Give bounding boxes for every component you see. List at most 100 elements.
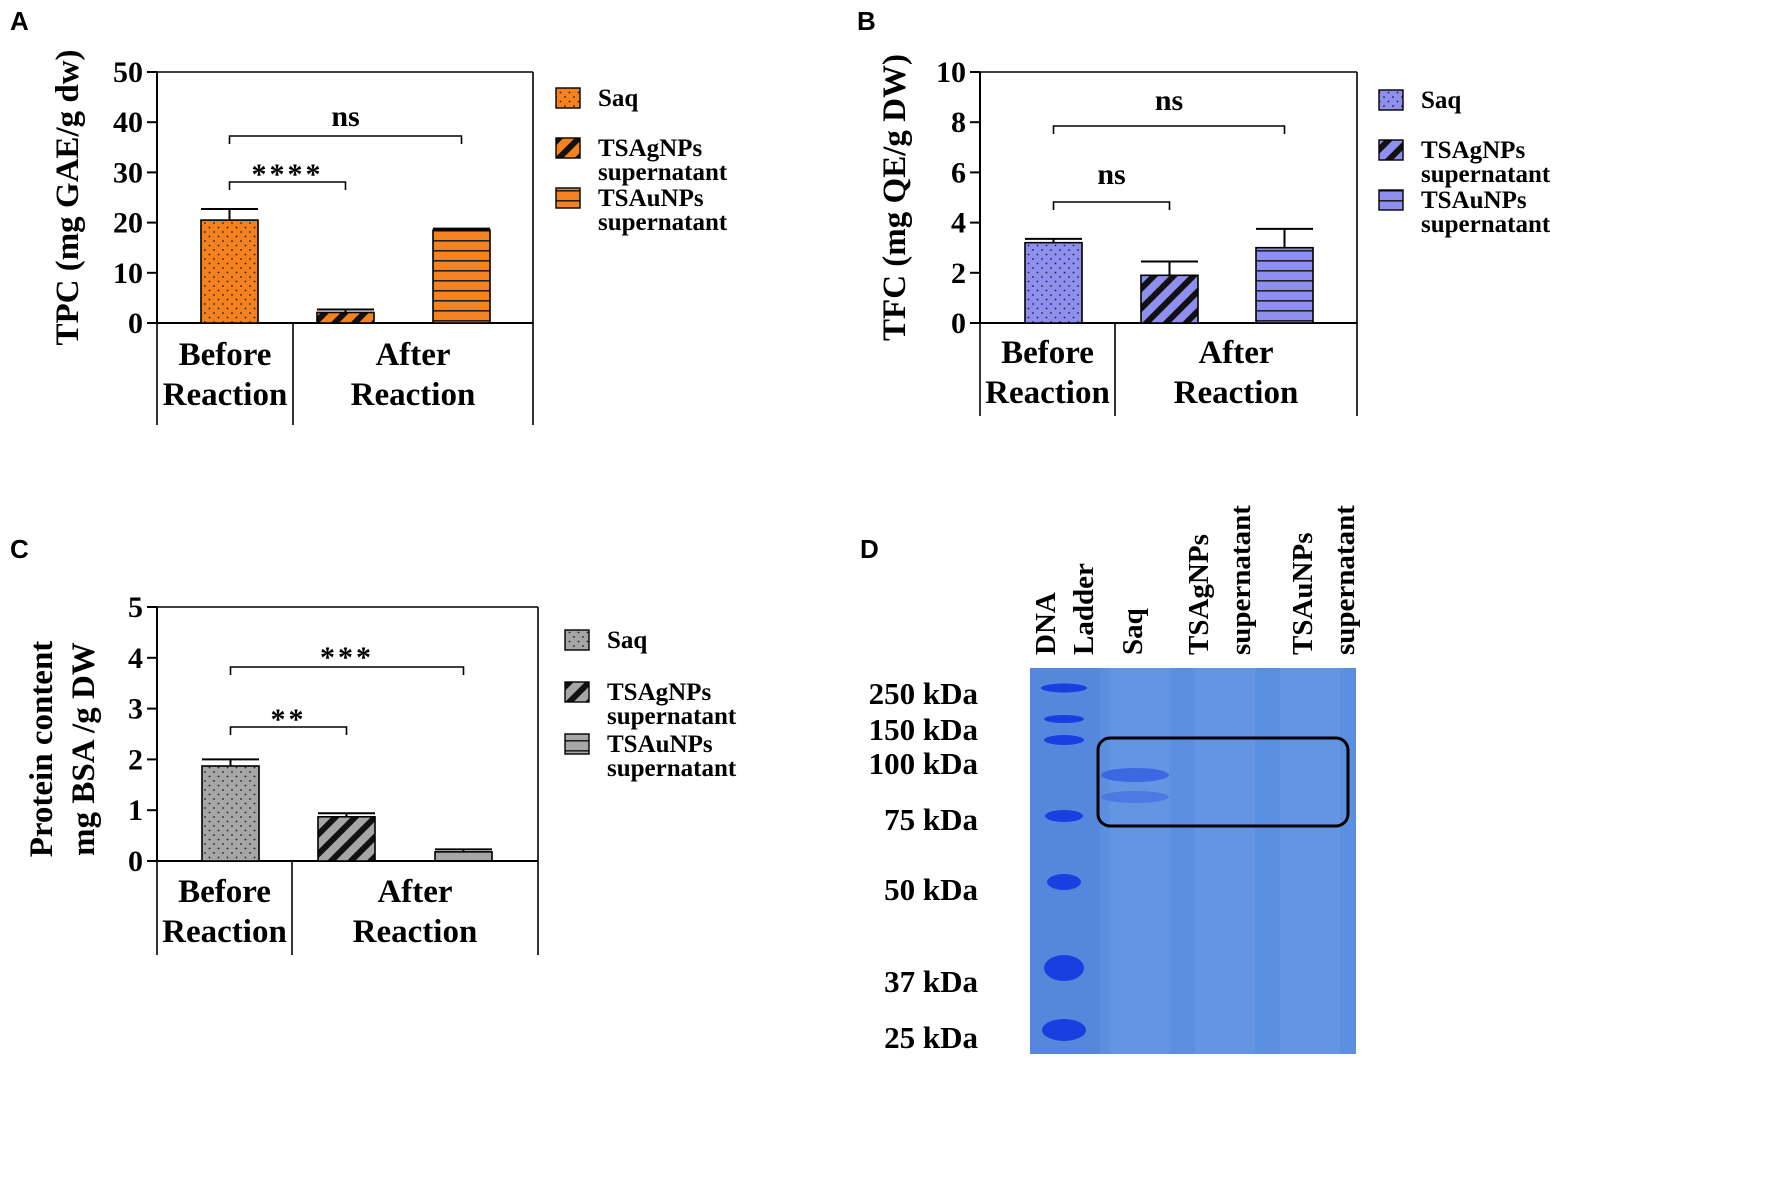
y-tick-label: 4 — [951, 207, 966, 240]
legend-label-line1: Saq — [607, 627, 647, 654]
significance-bracket — [1052, 201, 1171, 210]
legend-label-line1: Saq — [598, 85, 638, 112]
y-tick-label: 10 — [113, 257, 143, 290]
panel-label: C — [10, 534, 29, 564]
panel-label: D — [860, 534, 879, 564]
y-tick-label: 0 — [128, 307, 143, 340]
legend-swatch — [564, 733, 590, 755]
panel-label: B — [857, 6, 876, 36]
legend-swatch — [555, 137, 581, 159]
ladder-band — [1044, 955, 1084, 981]
marker-label: 37 kDa — [884, 964, 978, 999]
group-label-line2: Reaction — [1174, 375, 1299, 411]
gel-lane-shade — [1195, 668, 1255, 1054]
significance-label: ns — [1097, 158, 1125, 191]
sample-band — [1101, 768, 1169, 782]
group-label-line2: Reaction — [985, 375, 1110, 411]
legend-label-line2: supernatant — [1421, 211, 1551, 238]
y-axis-label-line1: Protein content — [24, 641, 60, 858]
y-tick-label: 0 — [128, 845, 143, 878]
gel-ladder-lane — [1030, 668, 1100, 1054]
ladder-band — [1044, 715, 1084, 723]
marker-label: 100 kDa — [869, 746, 979, 781]
legend-label-line1: TSAuNPs — [607, 731, 713, 758]
bar — [201, 765, 260, 862]
ladder-band — [1047, 874, 1081, 890]
legend-label-line1: TSAuNPs — [598, 185, 704, 212]
legend-label-line2: supernatant — [607, 755, 737, 782]
y-tick-label: 40 — [113, 106, 143, 139]
significance-label: ns — [331, 100, 359, 133]
lane-label-line2: supernatant — [1329, 505, 1361, 655]
y-tick-label: 50 — [113, 56, 143, 89]
legend-swatch — [564, 681, 590, 703]
legend-label-line1: TSAuNPs — [1421, 187, 1527, 214]
y-tick-label: 30 — [113, 156, 143, 189]
bar — [1024, 241, 1083, 324]
y-tick-label: 0 — [951, 307, 966, 340]
group-label-line1: Before — [179, 337, 272, 373]
legend-label-line1: TSAgNPs — [607, 679, 711, 706]
legend-swatch — [1378, 89, 1404, 111]
y-tick-label: 1 — [128, 794, 143, 827]
group-label-line2: Reaction — [353, 914, 478, 950]
highlight-box — [1096, 736, 1350, 828]
group-label-line1: After — [377, 874, 452, 910]
legend-label-line2: supernatant — [598, 159, 728, 186]
marker-label: 250 kDa — [869, 676, 979, 711]
legend-label-line2: supernatant — [607, 703, 737, 730]
y-tick-label: 8 — [951, 106, 966, 139]
y-tick-label: 5 — [128, 591, 143, 624]
legend-label-line1: TSAgNPs — [1421, 137, 1525, 164]
group-label-line1: Before — [1001, 335, 1094, 371]
legend-label-line1: Saq — [1421, 87, 1461, 114]
y-tick-label: 2 — [128, 743, 143, 776]
y-tick-label: 4 — [128, 642, 143, 675]
bar — [200, 219, 259, 324]
significance-label: **** — [252, 158, 324, 191]
panel-c-chart: C 0 1 2 3 4 5 Protein content mg BSA /g DW Before… — [10, 534, 737, 955]
bar — [316, 311, 375, 324]
y-tick-label: 6 — [951, 156, 966, 189]
significance-bracket — [229, 666, 465, 675]
significance-label: ns — [1155, 84, 1183, 117]
lane-label-line1: DNA — [1030, 592, 1062, 655]
marker-label: 25 kDa — [884, 1020, 978, 1055]
group-label-line2: Reaction — [351, 377, 476, 413]
panel-b-chart: B 0 2 4 6 8 10 TFC (mg QE/g DW) Before Reaction Af… — [857, 6, 1551, 416]
group-label-line1: After — [1198, 335, 1273, 371]
legend-swatch — [555, 187, 581, 209]
bar — [432, 229, 491, 324]
y-tick-label: 10 — [936, 56, 966, 89]
significance-bracket — [228, 135, 463, 144]
legend-swatch — [564, 629, 590, 651]
y-axis-label: TFC (mg QE/g DW) — [877, 54, 913, 341]
y-axis-label-line2: mg BSA /g DW — [66, 642, 102, 856]
y-tick-label: 20 — [113, 207, 143, 240]
lane-label-line2: supernatant — [1225, 505, 1257, 655]
bar — [434, 851, 493, 862]
y-tick-label: 2 — [951, 257, 966, 290]
y-tick-label: 3 — [128, 693, 143, 726]
group-label-line2: Reaction — [163, 377, 288, 413]
legend-label-line2: supernatant — [1421, 161, 1551, 188]
ladder-band — [1041, 683, 1087, 693]
lane-label-line2: Ladder — [1068, 563, 1100, 655]
ladder-band — [1044, 735, 1084, 745]
significance-bracket — [229, 726, 348, 735]
significance-bracket — [1052, 125, 1286, 134]
significance-label: ** — [271, 703, 307, 736]
marker-label: 75 kDa — [884, 802, 978, 837]
gel-lane-shade — [1110, 668, 1170, 1054]
lane-label-line1: TSAuNPs — [1287, 533, 1319, 656]
gel-lane-shade — [1280, 668, 1340, 1054]
bar — [1140, 274, 1199, 324]
legend-label-line2: supernatant — [598, 209, 728, 236]
lane-label-line1: TSAgNPs — [1183, 534, 1215, 655]
marker-label: 50 kDa — [884, 872, 978, 907]
significance-bracket — [228, 181, 347, 190]
group-label-line2: Reaction — [162, 914, 287, 950]
ladder-band — [1042, 1019, 1086, 1041]
